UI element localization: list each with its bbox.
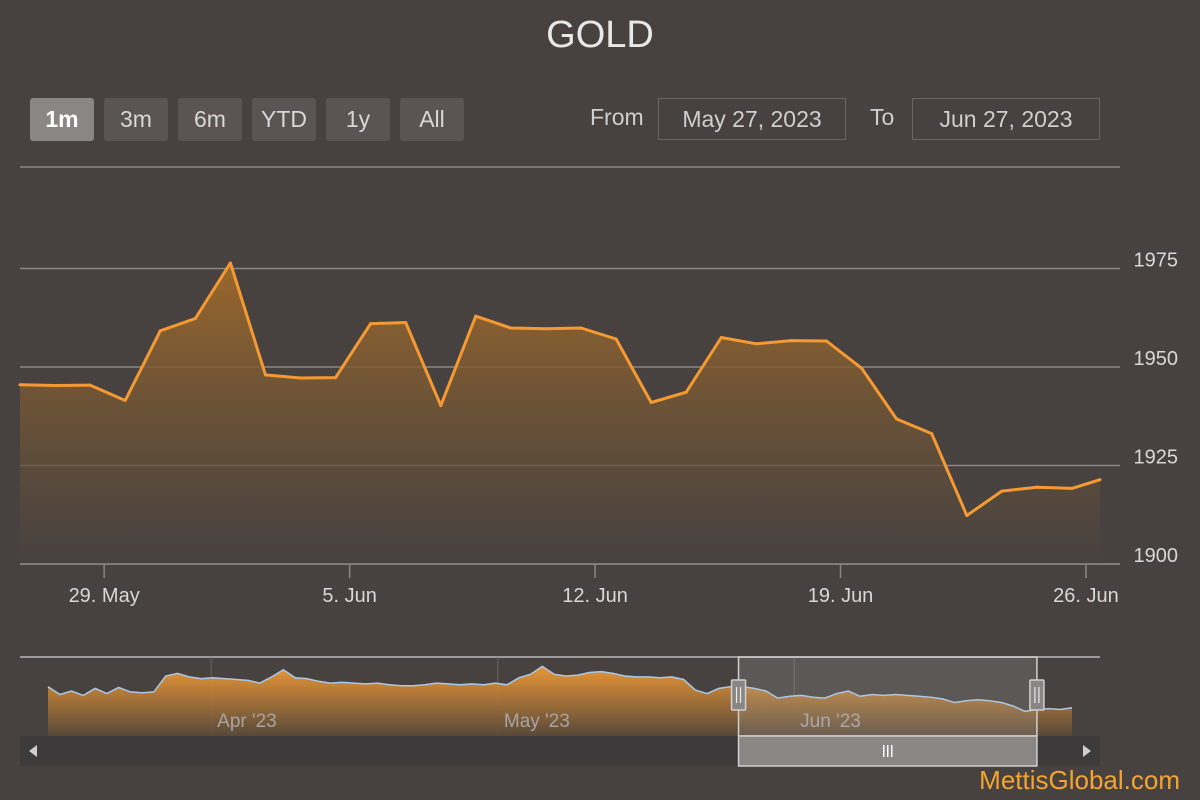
x-tick-label: 26. Jun xyxy=(1053,585,1119,607)
data-point xyxy=(754,342,758,346)
data-point xyxy=(228,261,232,265)
range-button-1m[interactable]: 1m xyxy=(30,98,94,141)
data-point xyxy=(719,335,723,339)
to-date-input[interactable]: Jun 27, 2023 xyxy=(912,98,1100,140)
data-point xyxy=(334,376,338,380)
navigator-line xyxy=(47,665,1073,713)
navigator-label: Jun '23 xyxy=(800,711,861,732)
range-button-ytd[interactable]: YTD xyxy=(252,98,316,141)
range-button-6m[interactable]: 6m xyxy=(178,98,242,141)
data-point xyxy=(789,339,793,343)
data-point xyxy=(614,337,618,341)
scroll-left-arrow-icon xyxy=(29,745,37,757)
price-area xyxy=(20,263,1100,564)
data-point xyxy=(509,326,513,330)
range-button-3m[interactable]: 3m xyxy=(104,98,168,141)
data-point xyxy=(123,398,127,402)
y-tick-label: 1900 xyxy=(1134,545,1179,567)
chart-title: GOLD xyxy=(546,14,654,56)
data-point xyxy=(544,327,548,331)
data-point xyxy=(965,514,969,518)
x-tick-label: 12. Jun xyxy=(562,585,628,607)
navigator-label: Apr '23 xyxy=(217,711,277,732)
y-tick-label: 1925 xyxy=(1134,447,1179,469)
data-point xyxy=(439,404,443,408)
navigator-selection[interactable] xyxy=(737,656,1038,737)
data-point xyxy=(860,366,864,370)
data-point xyxy=(895,417,899,421)
navigator-label: May '23 xyxy=(504,711,570,732)
data-point xyxy=(53,384,57,388)
data-point xyxy=(158,329,162,333)
watermark: MettisGlobal.com xyxy=(979,765,1180,795)
data-point xyxy=(930,432,934,436)
data-point xyxy=(649,400,653,404)
range-button-1y[interactable]: 1y xyxy=(326,98,390,141)
data-point xyxy=(1098,478,1102,482)
range-button-all[interactable]: All xyxy=(400,98,464,141)
to-label: To xyxy=(870,104,895,130)
x-tick-label: 5. Jun xyxy=(322,585,376,607)
navigator-area xyxy=(48,666,1072,736)
data-point xyxy=(684,390,688,394)
from-date-input[interactable]: May 27, 2023 xyxy=(658,98,846,140)
x-tick-label: 19. Jun xyxy=(808,585,874,607)
data-point xyxy=(88,383,92,387)
navigator-handle-right[interactable] xyxy=(1029,679,1045,711)
data-point xyxy=(193,317,197,321)
data-point xyxy=(404,320,408,324)
data-point xyxy=(579,326,583,330)
price-line xyxy=(19,261,1101,517)
navigator-handle-left[interactable] xyxy=(730,679,747,711)
y-tick-label: 1950 xyxy=(1134,348,1179,370)
x-tick-label: 29. May xyxy=(69,585,140,607)
navigator: Apr '23 May '23 Jun '23 xyxy=(20,656,1100,767)
data-point xyxy=(474,314,478,318)
data-point xyxy=(263,373,267,377)
data-point xyxy=(1035,485,1039,489)
scroll-right-arrow-icon xyxy=(1083,745,1091,757)
data-point xyxy=(299,376,303,380)
data-point xyxy=(1000,489,1004,493)
y-tick-label: 1975 xyxy=(1134,250,1179,272)
from-label: From xyxy=(590,104,644,130)
data-point xyxy=(369,322,373,326)
data-point xyxy=(824,339,828,343)
data-point xyxy=(18,383,22,387)
data-point xyxy=(1070,486,1074,490)
